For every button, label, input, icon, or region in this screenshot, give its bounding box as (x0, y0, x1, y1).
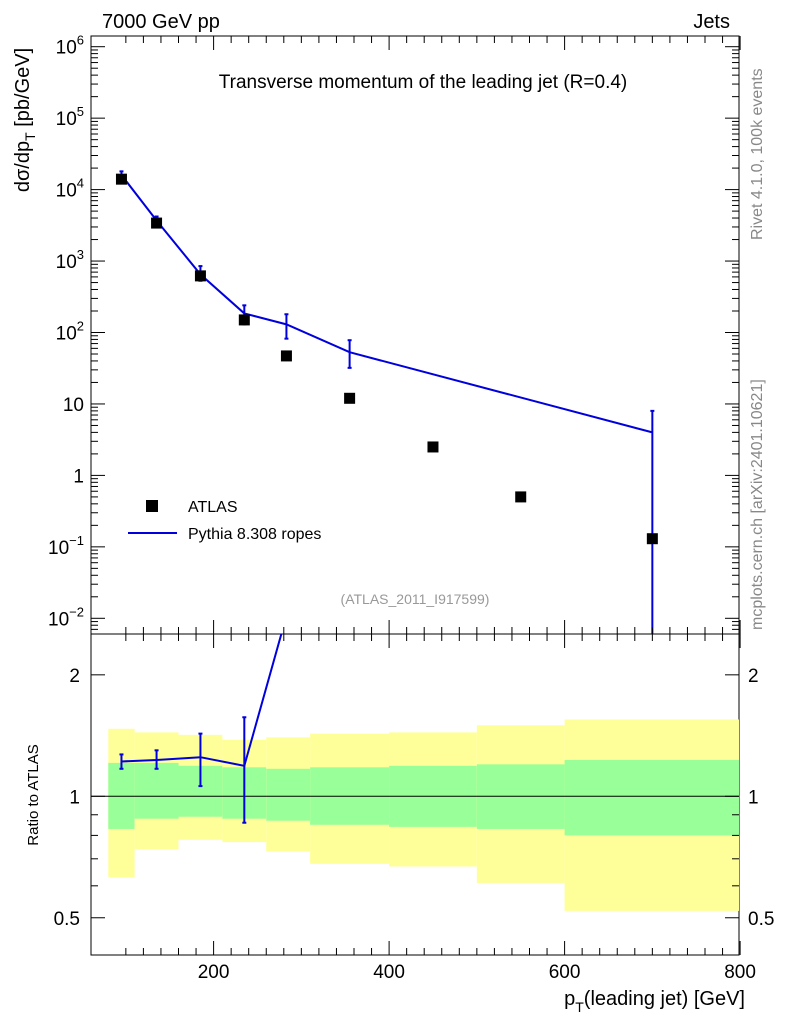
data-point-0 (115, 173, 127, 185)
ratio-uncertainty-bands (108, 719, 739, 911)
data-point-1 (151, 217, 163, 229)
y-tick-label-1: 10−1 (48, 533, 84, 559)
header-right: Jets (693, 11, 730, 33)
y-tick-label-3: 10 (63, 395, 84, 416)
ratio-y-tick-label-2: 2 (69, 666, 80, 687)
mc-series (119, 170, 655, 634)
y-tick-label-0: 10−2 (48, 604, 84, 630)
legend: ATLAS Pythia 8.308 ropes (128, 499, 321, 543)
legend-mc-label: Pythia 8.308 ropes (188, 526, 321, 543)
ratio-y-tick-label-right-0: 0.5 (748, 909, 774, 930)
y-tick-label-8: 106 (56, 33, 84, 59)
y-tick-label-7: 105 (56, 104, 84, 130)
ratio-y-tick-label-right-1: 1 (748, 787, 759, 808)
main-panel-frame (90, 35, 740, 635)
x-tick-label-1: 400 (373, 962, 405, 983)
x-tick-label-3: 800 (724, 962, 756, 983)
x-axis-label: pT(leading jet) [GeV] (564, 988, 745, 1015)
ratio-y-tick-label-1: 1 (69, 787, 80, 808)
x-tick-label-0: 200 (198, 962, 230, 983)
data-point-2 (194, 270, 206, 282)
legend-data-label: ATLAS (188, 499, 238, 516)
data-point-4 (280, 350, 292, 362)
y-tick-label-2: 1 (73, 466, 84, 487)
y-tick-label-4: 102 (56, 319, 84, 345)
analysis-label: (ATLAS_2011_I917599) (341, 591, 490, 607)
data-point-3 (238, 314, 250, 326)
band-inner-4 (266, 768, 311, 821)
data-point-5 (344, 392, 356, 404)
ratio-mc-series (119, 634, 283, 824)
rivet-label: Rivet 4.1.0, 100k events (749, 68, 766, 240)
ratio-y-tick-label-right-2: 2 (748, 666, 759, 687)
plot-title: Transverse momentum of the leading jet (… (219, 72, 628, 93)
data-series (115, 173, 658, 545)
legend-data-marker (146, 500, 158, 512)
tick-labels: 10−2 10−1 1 10 102 103 104 105 106 0.5 0.5 1 1 2 2 200 4… (48, 33, 774, 983)
data-point-8 (646, 533, 658, 545)
y-axis-label: dσ/dpT [pb/GeV] (12, 48, 38, 192)
mc-line (120, 174, 653, 434)
ratio-y-axis-label: Ratio to ATLAS (25, 744, 42, 845)
y-tick-label-6: 104 (56, 176, 84, 202)
axis-ticks (91, 36, 741, 955)
ratio-y-tick-label-0: 0.5 (54, 909, 80, 930)
band-inner-8 (564, 760, 739, 836)
header-left: 7000 GeV pp (102, 11, 220, 33)
band-inner-1 (134, 762, 179, 819)
data-point-7 (515, 491, 527, 503)
data-point-6 (427, 441, 439, 453)
x-tick-label-2: 600 (549, 962, 581, 983)
mcplots-label: mcplots.cern.ch [arXiv:2401.10621] (749, 379, 766, 630)
y-tick-label-5: 103 (56, 247, 84, 273)
